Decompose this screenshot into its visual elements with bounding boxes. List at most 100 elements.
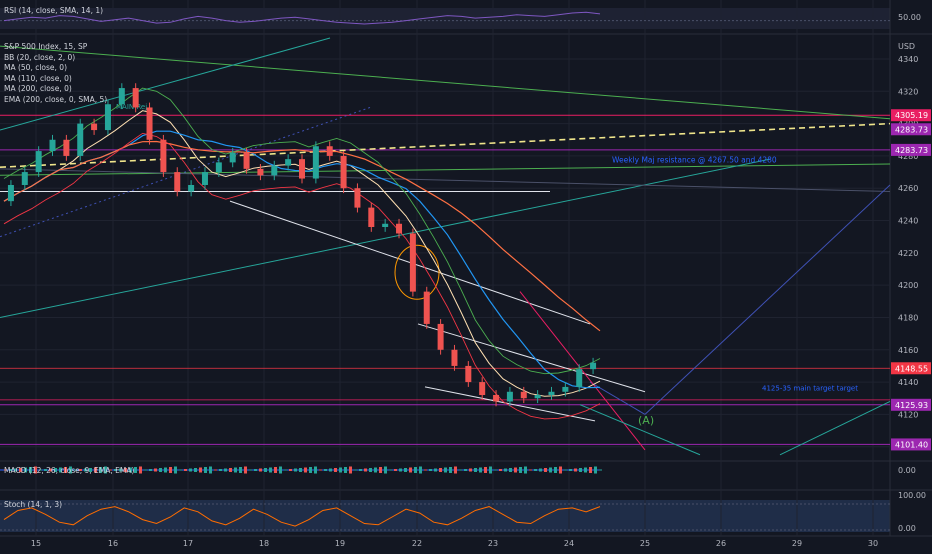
macd-histogram-bar xyxy=(34,466,37,474)
macd-histogram-bar xyxy=(569,469,572,471)
indicator-ma50[interactable]: MA (50, close, 0) xyxy=(4,63,68,72)
rsi-legend[interactable]: RSI (14, close, SMA, 14, 1) xyxy=(4,6,104,15)
stoch-legend[interactable]: Stoch (14, 1, 3) xyxy=(4,500,63,509)
macd-histogram-bar xyxy=(104,466,107,474)
macd-histogram-bar xyxy=(384,466,387,474)
candle-body xyxy=(188,185,195,192)
macd-histogram-bar xyxy=(79,469,82,471)
candle-body xyxy=(326,146,333,156)
price-label-bg xyxy=(891,438,931,451)
macd-histogram-bar xyxy=(574,468,577,472)
x-tick-label: 24 xyxy=(564,539,574,548)
macd-histogram-bar xyxy=(269,467,272,473)
y-tick-label: 4140 xyxy=(898,378,918,387)
macd-histogram-bar xyxy=(564,469,567,471)
macd-histogram-bar xyxy=(229,468,232,472)
y-tick-label: 4160 xyxy=(898,346,918,355)
main-rejection-text: MAIN Rej xyxy=(116,103,147,111)
macd-histogram-bar xyxy=(319,469,322,471)
y-tick-label: 4280 xyxy=(898,152,918,161)
candle-body xyxy=(7,185,14,202)
macd-histogram-bar xyxy=(109,469,112,471)
x-tick-label: 19 xyxy=(335,539,345,548)
price-label-text: 4305.19 xyxy=(895,111,928,120)
macd-histogram-bar xyxy=(304,467,307,473)
bb-lower xyxy=(3,132,601,420)
price-label-bg xyxy=(891,109,931,122)
x-tick-label: 15 xyxy=(31,539,41,548)
y-tick-label: 4240 xyxy=(898,217,918,226)
indicator-bb[interactable]: BB (20, close, 2, 0) xyxy=(4,52,76,62)
stoch-tick-label: 100.00 xyxy=(898,491,926,500)
macd-histogram-bar xyxy=(184,469,187,471)
price-label-bg xyxy=(891,362,931,375)
macd-histogram-bar xyxy=(449,467,452,473)
y-tick-label: 4320 xyxy=(898,87,918,96)
y-tick-label: 4220 xyxy=(898,249,918,258)
macd-histogram-bar xyxy=(29,467,32,473)
instrument-title[interactable]: S&P 500 Index, 15, SP xyxy=(4,42,88,51)
macd-histogram-bar xyxy=(284,469,287,471)
macd-histogram-bar xyxy=(64,467,67,473)
candle-body xyxy=(77,123,84,156)
macd-histogram-bar xyxy=(84,468,87,472)
y-tick-label: 4120 xyxy=(898,410,918,419)
axis-currency: USD xyxy=(898,42,915,51)
blue-dotted-line xyxy=(0,106,371,238)
candle-body xyxy=(174,172,181,192)
rsi-pane-bg xyxy=(0,8,890,29)
candle-body xyxy=(340,155,347,189)
green-top-channel xyxy=(0,37,331,131)
macd-histogram-bar xyxy=(279,466,282,474)
teal-projection-right xyxy=(779,401,891,456)
candle-body xyxy=(409,233,416,292)
candle-body xyxy=(437,323,444,350)
candle-body xyxy=(590,362,597,370)
macd-histogram-bar xyxy=(244,466,247,474)
macd-histogram-bar xyxy=(159,468,162,472)
candle-body xyxy=(368,207,375,227)
macd-histogram-bar xyxy=(459,469,462,471)
macd-histogram-bar xyxy=(219,469,222,471)
candle-body xyxy=(576,369,583,387)
macd-histogram-bar xyxy=(439,468,442,472)
bb-upper xyxy=(3,87,601,375)
stoch-tick-label: 0.00 xyxy=(898,524,916,533)
macd-histogram-bar xyxy=(494,469,497,471)
x-tick-label: 25 xyxy=(640,539,650,548)
candle-body xyxy=(493,395,500,402)
macd-histogram-bar xyxy=(364,468,367,472)
grey-line xyxy=(0,168,891,192)
price-label-bg xyxy=(891,123,931,136)
macd-histogram-bar xyxy=(154,468,157,472)
macd-histogram-bar xyxy=(89,468,92,472)
candle-body xyxy=(312,146,319,179)
x-tick-label: 17 xyxy=(183,539,193,548)
macd-histogram-bar xyxy=(334,468,337,472)
macd-histogram-bar xyxy=(414,467,417,473)
macd-histogram-bar xyxy=(299,468,302,472)
indicator-ema200[interactable]: EMA (200, close, 0, SMA, 5) xyxy=(4,94,108,104)
candle-body xyxy=(534,395,541,399)
macd-histogram-bar xyxy=(529,469,532,471)
macd-histogram-bar xyxy=(534,469,537,471)
macd-histogram-bar xyxy=(464,469,467,471)
macd-histogram-bar xyxy=(469,468,472,472)
x-tick-label: 16 xyxy=(108,539,118,548)
macd-legend[interactable]: MACD (12, 26, close, 9, EMA, EMA) xyxy=(4,466,135,475)
indicator-ma110[interactable]: MA (110, close, 0) xyxy=(4,73,72,83)
candle-body xyxy=(423,291,430,324)
macd-histogram-bar xyxy=(39,469,42,471)
macd-histogram-bar xyxy=(484,467,487,473)
yellow-dashed-resistance xyxy=(0,122,891,169)
candle-body xyxy=(201,172,208,185)
price-label-bg xyxy=(891,143,931,156)
teal-projection xyxy=(579,404,701,456)
macd-histogram-bar xyxy=(169,467,172,473)
macd-histogram-bar xyxy=(119,468,122,472)
indicator-ma200[interactable]: MA (200, close, 0) xyxy=(4,84,72,93)
macd-histogram-bar xyxy=(294,468,297,472)
green-upper-line xyxy=(0,163,891,176)
macd-histogram-bar xyxy=(474,468,477,472)
